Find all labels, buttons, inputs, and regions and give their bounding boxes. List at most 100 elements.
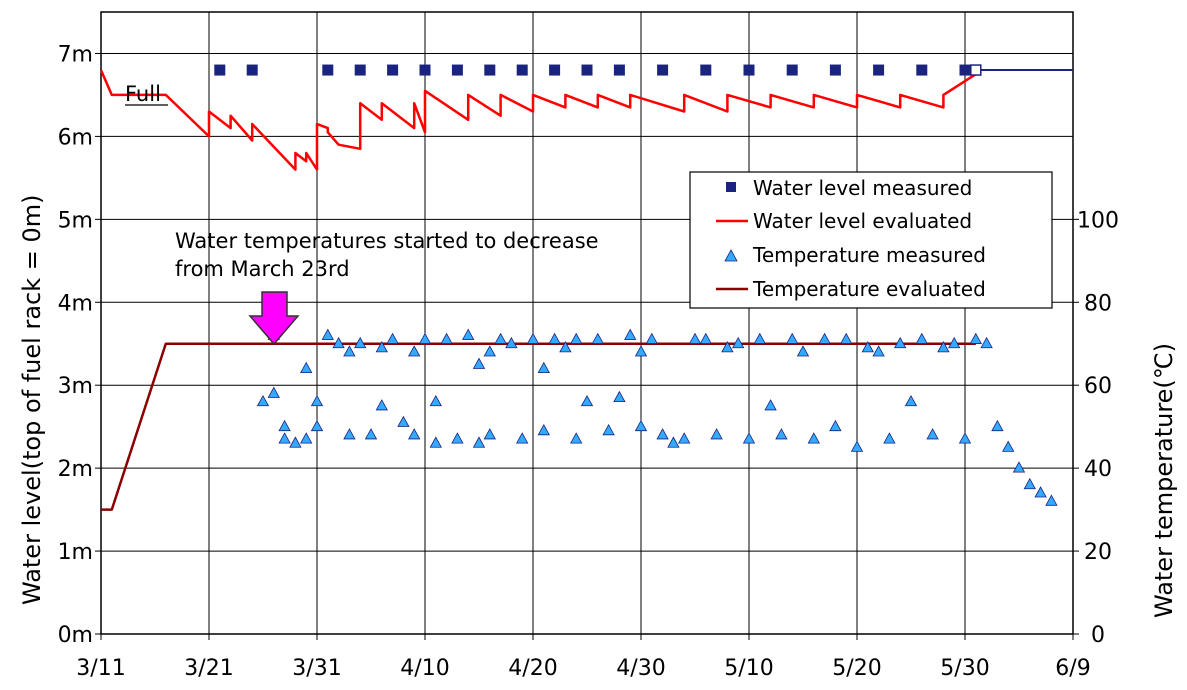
y-right-tick-label: 80 (1084, 291, 1112, 316)
temp-measured-point (397, 415, 410, 427)
level-measured-point (246, 64, 258, 76)
level-measured-point (354, 64, 366, 76)
x-tick-label: 5/20 (832, 656, 881, 681)
temp-measured-point (505, 336, 518, 349)
y-left-tick-label: 1m (58, 540, 93, 565)
temp-measured-point (656, 428, 669, 440)
temp-measured-point (904, 394, 918, 407)
temp-measured-point (624, 328, 637, 340)
x-tick-label: 6/9 (1055, 656, 1090, 681)
level-measured-point (959, 64, 971, 76)
temp-measured-point (408, 428, 421, 440)
temp-measured-point (526, 332, 540, 344)
legend-label-level-measured: Water level measured (753, 176, 972, 200)
plot-area (100, 11, 1074, 635)
temp-measured-point (872, 345, 885, 357)
temp-measured-point (472, 436, 486, 448)
y-right-tick-label: 100 (1077, 208, 1119, 233)
temp-measured-point (1023, 477, 1036, 490)
temp-measured-point (807, 432, 820, 444)
temp-measured-point (289, 436, 302, 448)
y-left-tick-label: 7m (58, 42, 93, 67)
x-tick-label: 3/11 (76, 656, 125, 681)
y-left-axis-title: Water level(top of fuel rack = 0m) (18, 195, 46, 606)
temp-measured-point (548, 332, 561, 344)
temp-measured-point (1012, 461, 1026, 473)
temp-measured-point (343, 345, 356, 357)
temp-measured-point (300, 361, 313, 374)
temp-measured-point (699, 332, 712, 344)
temp-measured-point (829, 419, 842, 432)
temp-measured-point (753, 332, 766, 344)
temp-measured-point (321, 328, 334, 340)
temp-measured-point (375, 341, 388, 353)
level-measured-point (419, 64, 431, 76)
y-right-tick-label: 0 (1091, 623, 1105, 648)
x-tick-label: 5/10 (724, 656, 773, 681)
level-measured-point (873, 64, 885, 76)
temp-measured-point (667, 436, 680, 448)
temp-measured-point (861, 341, 874, 353)
y-left-tick-label: 6m (58, 125, 93, 150)
temp-measured-point (343, 428, 356, 440)
x-tick-label: 4/30 (616, 656, 665, 681)
temp-measured-point (300, 432, 313, 444)
temp-measured-point (451, 432, 464, 444)
level-measured-point (322, 64, 334, 76)
temp-measured-point (602, 423, 615, 436)
temp-measured-point (310, 394, 324, 407)
x-tick-label: 3/21 (184, 656, 233, 681)
temp-measured-point (840, 332, 853, 344)
y-right-axis-title: Water temperature(℃) (1150, 343, 1178, 618)
temp-measured-point (645, 332, 658, 344)
temp-measured-point (991, 419, 1004, 432)
level-measured-point (613, 64, 625, 76)
y-left-tick-label: 5m (58, 208, 93, 233)
temp-measured-point (634, 419, 648, 432)
y-right-tick-label: 20 (1084, 540, 1112, 565)
temp-measured-point (710, 428, 723, 440)
temp-measured-point (775, 428, 788, 440)
annotation-line2: from March 23rd (175, 257, 350, 281)
temp-measured-point (580, 394, 594, 407)
temp-measured-point (688, 332, 702, 344)
temp-measured-point (418, 332, 432, 344)
legend-box (689, 171, 1053, 309)
temp-measured-point (980, 336, 993, 349)
temp-measured-point (948, 336, 961, 349)
temp-measured-point (926, 428, 939, 440)
legend-marker-temp-measured (724, 249, 738, 262)
x-tick-label: 4/20 (508, 656, 557, 681)
temp-measured-point (472, 357, 486, 369)
y-right-tick-label: 60 (1084, 374, 1112, 399)
level-measured-point (700, 64, 712, 76)
level-measured-point (549, 64, 561, 76)
x-tick-label: 4/10 (400, 656, 449, 681)
temp-measured-point (721, 341, 734, 353)
temp-measured-point (537, 361, 550, 374)
temp-measured-point (429, 394, 442, 407)
temp-measured-point (278, 432, 291, 444)
y-left-tick-label: 3m (58, 374, 93, 399)
temp-measured-point (483, 345, 496, 357)
level-measured-latest-point (970, 64, 982, 76)
temp-measured-point (915, 332, 928, 344)
annotation-arrow (248, 291, 300, 346)
level-measured-point (214, 64, 226, 76)
level-evaluated-line (99, 69, 977, 171)
temp-measured-point (537, 423, 550, 436)
level-measured-point (743, 64, 755, 76)
x-tick-label: 3/31 (292, 656, 341, 681)
temp-measured-point (570, 332, 583, 344)
temp-measured-point (1002, 440, 1015, 452)
y-left-tick-label: 4m (58, 291, 93, 316)
legend-marker-level-measured (726, 182, 736, 192)
temp-measured-point (364, 428, 378, 440)
level-measured-point (657, 64, 669, 76)
temp-measured-point (732, 336, 745, 349)
x-tick-label: 5/30 (940, 656, 989, 681)
temp-measured-point (462, 328, 475, 340)
temp-measured-point (483, 428, 496, 440)
